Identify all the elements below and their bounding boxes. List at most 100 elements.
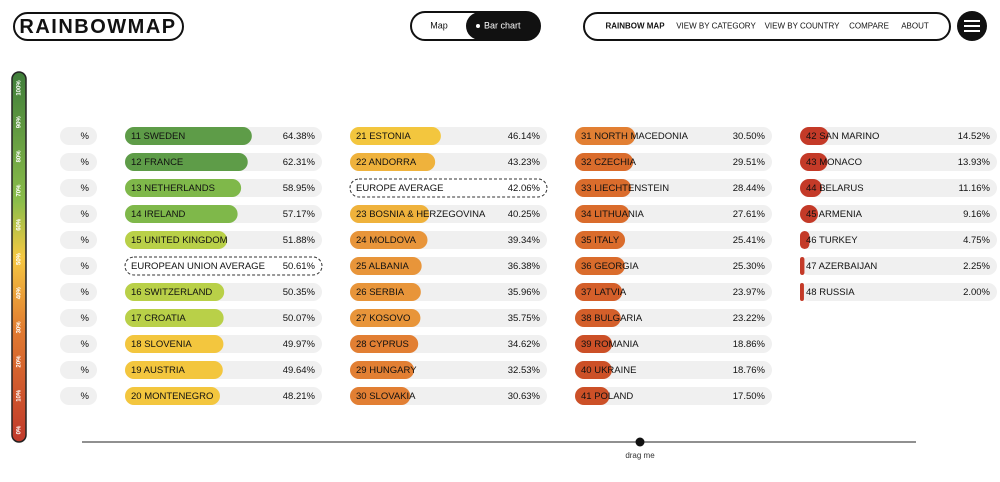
slider-handle[interactable]	[635, 437, 645, 447]
value-label: 32.53%	[508, 365, 541, 376]
bar	[350, 153, 436, 171]
color-scale	[11, 71, 27, 443]
row-track	[800, 257, 997, 275]
value-label: 62.31%	[283, 157, 316, 168]
value-label: 25.30%	[733, 261, 766, 272]
value-label: %	[81, 391, 90, 402]
row-track	[60, 179, 97, 197]
bar	[125, 205, 238, 223]
country-label: 27 KOSOVO	[356, 313, 410, 324]
value-label: 43.23%	[508, 157, 541, 168]
country-label: 20 MONTENEGRO	[131, 391, 213, 402]
value-label: 17.50%	[733, 391, 766, 402]
nav-link[interactable]: VIEW BY COUNTRY	[765, 22, 840, 31]
nav-link[interactable]: ABOUT	[901, 22, 929, 31]
bar	[575, 283, 623, 301]
country-label: 38 BULGARIA	[581, 313, 643, 324]
country-label: 19 AUSTRIA	[131, 365, 186, 376]
country-label: 23 BOSNIA & HERZEGOVINA	[356, 209, 486, 220]
scale-label: 100%	[17, 80, 23, 96]
toggle-bar-chart[interactable]: Bar chart	[484, 20, 521, 30]
scale-label: 50%	[17, 252, 23, 265]
value-label: 49.97%	[283, 339, 316, 350]
value-label: 2.25%	[963, 261, 990, 272]
logo-frame[interactable]	[13, 12, 184, 41]
value-label: 35.96%	[508, 287, 541, 298]
value-label: %	[81, 157, 90, 168]
value-label: 23.97%	[733, 287, 766, 298]
country-label: 32 CZECHIA	[581, 157, 637, 168]
bar	[575, 361, 612, 379]
row-track	[60, 231, 97, 249]
bar	[800, 283, 804, 301]
nav-link[interactable]: RAINBOW MAP	[605, 22, 665, 31]
nav-link[interactable]: COMPARE	[849, 22, 889, 31]
scale-label: 0%	[17, 425, 23, 434]
row-track	[575, 309, 772, 327]
scale-label: 70%	[17, 184, 23, 197]
bar	[800, 127, 829, 145]
scale-label: 20%	[17, 355, 23, 368]
value-label: 29.51%	[733, 157, 766, 168]
nav-frame	[583, 12, 951, 41]
bar	[350, 335, 419, 353]
value-label: 14.52%	[958, 131, 991, 142]
bar	[350, 283, 421, 301]
value-label: %	[81, 235, 90, 246]
country-label: 37 LATVIA	[581, 287, 627, 298]
row-track	[60, 309, 97, 327]
bar	[125, 231, 228, 249]
average-row	[349, 178, 548, 198]
country-label: 24 MOLDOVA	[356, 235, 417, 246]
bar	[575, 231, 626, 249]
country-label: 40 UKRAINE	[581, 365, 636, 376]
value-label: 30.50%	[733, 131, 766, 142]
value-label: 9.16%	[963, 209, 990, 220]
row-track	[60, 205, 97, 223]
logo[interactable]: RAINBOWMAP	[19, 16, 176, 38]
country-label: 29 HUNGARY	[356, 365, 417, 376]
value-label: 64.38%	[283, 131, 316, 142]
row-track	[800, 127, 997, 145]
value-label: %	[81, 183, 90, 194]
bar	[125, 335, 224, 353]
toggle-dot	[476, 24, 480, 28]
bar	[125, 309, 224, 327]
value-label: 30.63%	[508, 391, 541, 402]
scale-label: 30%	[17, 321, 23, 334]
value-label: %	[81, 365, 90, 376]
toggle-map[interactable]: Map	[430, 20, 448, 30]
value-label: 28.44%	[733, 183, 766, 194]
bar	[125, 153, 248, 171]
value-label: 11.16%	[958, 183, 990, 194]
country-label: 42 SAN MARINO	[806, 131, 879, 142]
country-label: 18 SLOVENIA	[131, 339, 192, 350]
bar	[575, 335, 613, 353]
value-label: 27.61%	[733, 209, 766, 220]
bar	[575, 309, 621, 327]
row-track	[800, 231, 997, 249]
value-label: %	[81, 339, 90, 350]
value-label: 34.62%	[508, 339, 541, 350]
nav-link[interactable]: VIEW BY CATEGORY	[676, 22, 756, 31]
row-track	[60, 257, 97, 275]
row-track	[800, 179, 997, 197]
bar	[350, 257, 422, 275]
bar	[350, 127, 441, 145]
row-track	[575, 231, 772, 249]
country-label: 41 POLAND	[581, 391, 633, 402]
bar	[575, 257, 625, 275]
bar	[125, 179, 242, 197]
bar	[800, 179, 822, 197]
bar	[125, 127, 252, 145]
value-label: %	[81, 131, 90, 142]
value-label: 49.64%	[283, 365, 316, 376]
value-label: 48.21%	[283, 391, 316, 402]
bar	[800, 231, 810, 249]
country-label: 17 CROATIA	[131, 313, 186, 324]
country-label: 33 LIECHTENSTEIN	[581, 183, 669, 194]
row-track	[60, 153, 97, 171]
country-label: 28 CYPRUS	[356, 339, 409, 350]
value-label: 13.93%	[958, 157, 991, 168]
value-label: 2.00%	[963, 287, 990, 298]
